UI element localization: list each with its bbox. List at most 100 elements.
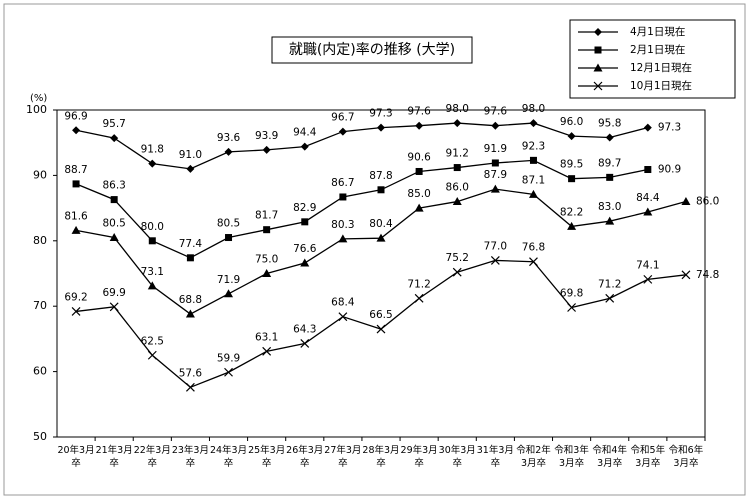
data-label: 74.1 [636,259,659,271]
marker [224,289,234,298]
data-label: 85.0 [407,188,430,200]
data-label: 57.6 [179,367,203,379]
data-label: 64.3 [293,323,316,335]
marker [528,189,538,198]
marker [185,309,195,318]
series-line [75,159,648,259]
marker-stroke [262,346,272,356]
data-label: 69.8 [560,288,583,300]
marker [605,293,615,303]
x-tick-label: 25年3月 卒 [248,445,286,469]
data-label: 83.0 [598,201,621,213]
x-tick-label: 23年3月 卒 [171,445,209,469]
marker [567,132,576,141]
data-label: 80.5 [217,218,240,230]
plot-frame [56,109,706,438]
data-label: 91.0 [179,149,202,161]
marker [376,233,386,242]
marker [594,28,602,36]
series-line [75,188,687,315]
marker [71,307,81,316]
data-label: 80.0 [141,221,164,233]
chart-border [3,3,746,496]
marker [185,382,195,392]
marker [568,175,576,183]
data-label: 59.9 [217,352,240,364]
legend-label: 4月1日現在 [630,26,685,38]
marker [414,203,424,212]
data-label: 98.0 [446,103,469,115]
marker [300,142,309,151]
y-tick-label: 60 [33,365,47,378]
marker [414,293,424,303]
marker-stroke [490,255,500,265]
y-tick-label: 90 [33,168,47,181]
marker [338,127,347,136]
data-label: 84.4 [636,192,660,204]
marker [224,147,233,156]
marker [594,46,602,54]
marker-stroke [300,339,310,348]
marker [529,119,538,128]
x-tick-label: 令和3年 3月卒 [554,445,589,469]
marker [109,233,119,242]
y-tick-label: 50 [33,430,47,443]
x-tick-label: 26年3月 卒 [286,445,324,469]
x-tick-label: 21年3月 卒 [95,445,133,469]
data-label: 68.4 [331,297,355,309]
data-label: 77.4 [179,238,203,250]
marker-stroke [338,312,348,322]
marker [301,218,309,226]
data-label: 71.2 [407,278,430,290]
series-line [75,122,648,170]
marker [147,350,157,360]
marker [262,346,272,356]
marker [681,197,691,206]
marker [71,225,81,234]
x-tick-label: 31年3月 卒 [476,445,514,469]
chart-title: 就職(内定)率の推移 (大学) [289,42,455,58]
data-label: 96.0 [560,116,583,128]
marker [262,145,271,154]
data-label: 95.8 [598,117,621,129]
marker [110,196,118,204]
data-label: 96.9 [64,110,87,122]
marker-stroke [414,293,424,303]
data-label: 95.7 [102,118,125,130]
marker [338,312,348,322]
data-label: 62.5 [141,335,164,347]
marker [72,180,80,188]
data-label: 88.7 [64,164,87,176]
marker [490,255,500,265]
legend-label: 10月1日現在 [630,80,692,92]
data-label: 81.6 [64,210,88,222]
marker [491,121,500,130]
marker [147,281,157,290]
x-tick-label: 20年3月 卒 [57,445,95,469]
data-label: 71.2 [598,278,621,290]
data-label: 66.5 [369,309,392,321]
data-label: 93.6 [217,132,241,144]
marker [606,173,614,181]
marker [567,303,577,312]
marker [643,123,652,132]
data-label: 82.9 [293,202,316,214]
data-label: 69.9 [102,287,125,299]
data-label: 94.4 [293,127,317,139]
marker [148,159,157,168]
marker [452,267,462,277]
data-label: 86.0 [446,182,469,194]
data-label: 76.8 [522,242,545,254]
data-label: 71.9 [217,274,240,286]
marker [339,193,347,201]
marker [644,166,652,174]
data-label: 97.3 [658,122,681,134]
x-tick-label: 28年3月 卒 [362,445,400,469]
legend-label: 12月1日現在 [630,62,692,74]
marker [300,339,310,348]
x-tick-label: 令和4年 3月卒 [592,445,627,469]
data-label: 81.7 [255,210,278,222]
data-label: 90.6 [407,151,431,163]
